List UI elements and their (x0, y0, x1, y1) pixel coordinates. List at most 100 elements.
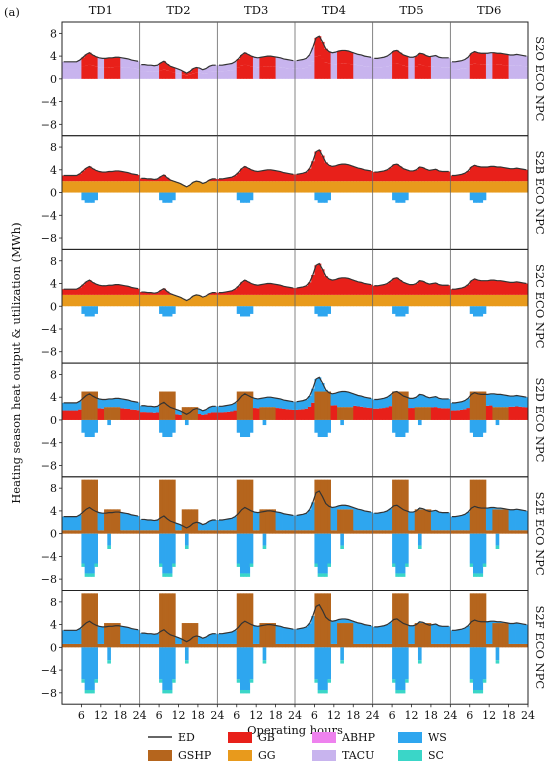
stack-ws (385, 624, 390, 644)
stack-gb (87, 64, 92, 79)
stack-gshp (139, 530, 144, 534)
stack-ws (508, 396, 513, 407)
stack-gshp (511, 643, 516, 648)
stack-ws (521, 624, 526, 644)
x-tick-label: 12 (405, 709, 419, 722)
stack-gg (269, 181, 273, 193)
stack-gshp (120, 643, 124, 648)
stack-gb (272, 56, 276, 67)
stack-gb (333, 279, 338, 295)
stack-gb (366, 284, 370, 295)
stack-gb (126, 172, 131, 182)
stack-ws (107, 398, 111, 408)
y-tick-label: −8 (41, 573, 57, 586)
stack-gb (466, 284, 471, 295)
stack-gg (62, 181, 66, 193)
stack-ws (126, 627, 131, 644)
stack-ws (129, 628, 134, 644)
stack-gb (392, 63, 396, 79)
stack-gshp (524, 643, 528, 648)
stack-gshp (317, 593, 322, 648)
stack-gb (68, 410, 73, 420)
stack-gb (395, 164, 399, 182)
stack-ws-negative (324, 306, 328, 317)
stack-tacu (301, 68, 306, 79)
stack-ws-negative (107, 533, 111, 546)
stack-ws (175, 409, 179, 415)
stack-gb (398, 52, 403, 65)
stack-gshp (485, 643, 490, 648)
stack-gb (324, 162, 328, 182)
stack-ws (133, 629, 137, 644)
stack-ws (65, 402, 69, 411)
stack-gb (395, 50, 399, 64)
stack-gg (356, 181, 361, 193)
stack-sc-negative (476, 573, 480, 577)
stack-ws (278, 512, 283, 531)
stack-gb (133, 288, 137, 295)
stack-ws (388, 394, 393, 407)
stack-gshp (518, 643, 522, 648)
stack-ws-negative (87, 306, 92, 317)
stack-gshp (375, 530, 380, 534)
stack-gb (136, 174, 141, 182)
stack-gb (214, 292, 218, 295)
stack-ws-negative (243, 419, 247, 438)
stack-ws-negative (398, 192, 403, 203)
stack-ws (495, 394, 500, 408)
day-label-3: TD3 (244, 3, 268, 17)
stack-ws-negative (495, 533, 500, 546)
stack-sc-negative (162, 689, 166, 694)
stack-gb (469, 53, 474, 65)
stack-gshp (62, 530, 66, 534)
x-tick-label: 18 (502, 709, 516, 722)
stack-gb (295, 288, 299, 295)
stack-gb (282, 172, 286, 182)
stack-gg (346, 181, 351, 193)
stack-ws (142, 405, 147, 413)
stack-gshp (207, 643, 212, 648)
stack-gg (217, 181, 221, 193)
stack-gshp (317, 479, 322, 534)
stack-gb (110, 285, 115, 295)
stack-tacu (515, 65, 519, 79)
x-tick-label: 6 (311, 709, 318, 722)
stack-ws (285, 400, 289, 410)
y-tick-label: 4 (50, 164, 57, 177)
stack-gshp (178, 643, 183, 648)
stack-ws (146, 633, 150, 644)
stack-sc-negative (398, 573, 403, 577)
stack-ws (434, 624, 438, 644)
stack-gb (84, 65, 89, 79)
stack-gg (265, 181, 270, 193)
stack-ws-negative (81, 533, 86, 564)
stack-sc-negative (469, 679, 474, 683)
stack-gg (479, 181, 484, 193)
stack-ws-negative (472, 192, 477, 203)
stack-gshp (314, 479, 319, 534)
stack-gg (152, 181, 157, 193)
stack-gb (259, 284, 264, 295)
ed-line (141, 174, 216, 188)
stack-ws-negative (168, 419, 173, 438)
stack-gb (317, 36, 322, 56)
stack-gg (508, 294, 513, 307)
stack-gg (181, 298, 186, 307)
stack-gshp (372, 643, 377, 648)
stack-gshp (311, 643, 315, 648)
stack-gshp (133, 643, 137, 648)
stack-gg (317, 294, 322, 307)
stack-gb (320, 269, 325, 295)
stack-gb (469, 166, 474, 182)
stack-gb (356, 406, 361, 420)
stack-gshp (492, 623, 497, 648)
stack-gb (479, 53, 484, 65)
stack-gg (107, 294, 111, 307)
stack-gshp (502, 509, 506, 534)
stack-gb (492, 52, 497, 65)
stack-gshp (440, 643, 445, 648)
stack-gb (405, 56, 409, 67)
stack-gb (269, 56, 273, 67)
y-tick-label: −4 (41, 550, 57, 563)
